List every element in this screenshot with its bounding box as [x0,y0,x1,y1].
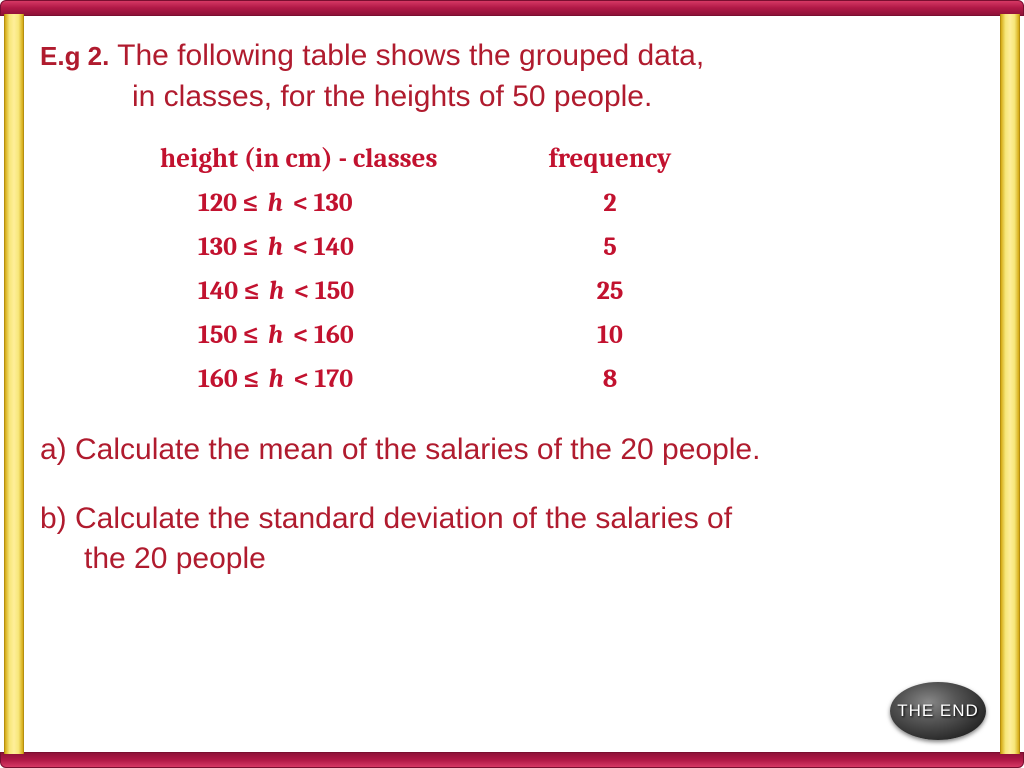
table-row-frequency: 25 [520,276,700,306]
frame-border-bottom [0,752,1024,768]
example-label: E.g 2. [40,41,109,71]
table-header-class: height (in cm) - classes [160,143,520,174]
frame-border-right [1000,14,1020,754]
end-badge: THE END [890,682,986,740]
intro-line-1: The following table shows the grouped da… [109,39,704,72]
end-badge-text: THE END [897,701,979,721]
question-b: b) Calculate the standard deviation of t… [40,499,984,580]
question-b-line-1: b) Calculate the standard deviation of t… [40,502,732,535]
table-header-frequency: frequency [520,143,700,174]
slide-content: E.g 2. The following table shows the gro… [30,22,994,746]
frame-border-left [4,14,24,754]
table-row-class: 130 ≤ h < 140 [160,232,520,262]
table-row-frequency: 8 [520,364,700,394]
table-row-frequency: 5 [520,232,700,262]
frame-border-top [0,0,1024,16]
table-row-class: 120 ≤ h < 130 [160,188,520,218]
table-row-class: 160 ≤ h < 170 [160,364,520,394]
intro-line-2: in classes, for the heights of 50 people… [40,80,652,113]
question-a-text: a) Calculate the mean of the salaries of… [40,433,760,466]
table-row-frequency: 2 [520,188,700,218]
end-badge-oval: THE END [890,682,986,740]
question-b-line-2: the 20 people [40,542,266,575]
example-intro: E.g 2. The following table shows the gro… [40,36,984,117]
table-row-class: 140 ≤ h < 150 [160,276,520,306]
table-row-class: 150 ≤ h < 160 [160,320,520,350]
frequency-table: height (in cm) - classes frequency 120 ≤… [160,143,984,394]
table-row-frequency: 10 [520,320,700,350]
question-a: a) Calculate the mean of the salaries of… [40,430,984,471]
